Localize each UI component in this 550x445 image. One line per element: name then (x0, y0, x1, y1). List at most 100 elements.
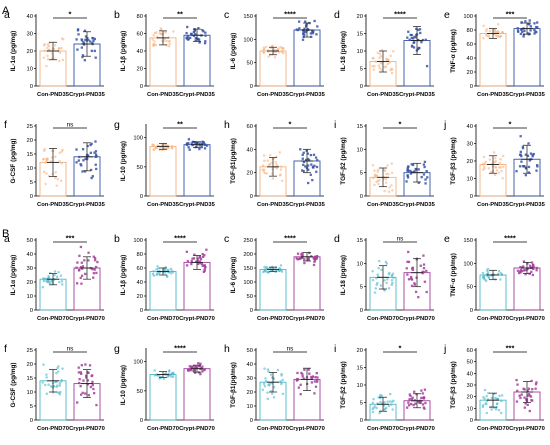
data-point (530, 261, 534, 264)
data-point (197, 27, 200, 30)
data-point (371, 163, 375, 167)
data-point (194, 33, 197, 36)
data-point (280, 179, 284, 183)
data-point (152, 33, 155, 37)
data-point (535, 169, 538, 172)
data-point (186, 25, 189, 29)
data-point (92, 276, 95, 279)
data-point (515, 378, 518, 382)
data-point (82, 379, 85, 382)
data-point (94, 265, 98, 269)
data-point (198, 365, 201, 368)
data-point (199, 256, 202, 259)
data-point (191, 140, 194, 144)
data-point (279, 168, 283, 171)
data-point (47, 44, 51, 48)
data-point (391, 281, 394, 285)
panel-label: b (114, 9, 120, 21)
panel-label: j (443, 343, 446, 355)
data-point (84, 392, 87, 395)
data-point (313, 392, 316, 395)
data-point (382, 408, 386, 412)
data-point (266, 397, 270, 401)
data-point (424, 178, 427, 181)
data-point (496, 397, 500, 401)
data-point (494, 396, 497, 400)
data-point (80, 282, 83, 285)
data-point (534, 387, 537, 390)
data-point (412, 46, 416, 49)
data-point (391, 49, 395, 53)
data-point (82, 41, 85, 44)
data-point (50, 279, 54, 282)
data-point (423, 160, 427, 164)
y-tick-label: 5 (30, 180, 33, 186)
panel-label: g (114, 343, 120, 355)
data-point (310, 35, 313, 39)
data-point (83, 59, 87, 62)
data-point (75, 38, 78, 41)
data-point (264, 377, 267, 380)
y-axis-title: G-CSF (pg/mg) (10, 138, 17, 183)
data-point (301, 253, 304, 257)
data-point (53, 273, 56, 277)
data-point (194, 36, 197, 40)
data-point (389, 68, 392, 72)
y-tick-label: 80 (467, 28, 473, 34)
data-point (524, 273, 527, 276)
y-tick-label: 40 (27, 14, 33, 20)
data-point (523, 406, 526, 409)
data-point (81, 170, 84, 173)
data-point (501, 176, 504, 180)
y-tick-label: 0 (140, 84, 143, 90)
data-point (304, 165, 307, 168)
data-point (418, 28, 422, 31)
y-tick-label: 40 (467, 371, 473, 377)
data-point (263, 48, 266, 51)
data-point (190, 142, 193, 145)
data-point (307, 368, 310, 371)
data-point (202, 255, 205, 259)
data-point (409, 33, 412, 37)
data-point (202, 140, 205, 144)
data-point (308, 372, 311, 375)
data-point (279, 173, 282, 177)
data-point (499, 399, 503, 403)
data-point (425, 169, 428, 173)
data-point (531, 155, 534, 158)
data-point (372, 397, 375, 401)
data-point (56, 391, 59, 394)
data-point (153, 31, 157, 35)
data-point (528, 409, 531, 413)
data-point (409, 172, 413, 175)
panel-label: j (443, 119, 446, 131)
data-point (282, 51, 285, 55)
x-category-label: Crypt-PND35 (399, 92, 436, 98)
data-point (92, 39, 95, 43)
data-point (316, 376, 319, 379)
data-point (390, 184, 393, 187)
data-point (94, 140, 97, 143)
data-point (85, 376, 88, 379)
x-category-label: Con-PND70 (257, 316, 289, 322)
data-point (524, 402, 527, 405)
data-point (406, 167, 409, 170)
y-tick-label: 30 (27, 266, 33, 272)
data-point (89, 151, 92, 154)
data-point (523, 388, 526, 391)
y-tick-label: 50 (137, 165, 143, 171)
data-point (54, 176, 57, 180)
data-point (523, 396, 526, 399)
data-point (199, 372, 202, 376)
data-point (46, 46, 49, 49)
panel-label: c (224, 9, 229, 21)
data-point (528, 23, 531, 26)
data-point (55, 184, 58, 187)
data-point (167, 44, 171, 48)
data-point (296, 379, 299, 382)
y-tick-label: 0 (30, 418, 33, 424)
data-point (531, 273, 535, 277)
data-point (483, 167, 486, 170)
data-point (186, 260, 190, 263)
data-point (198, 260, 202, 263)
